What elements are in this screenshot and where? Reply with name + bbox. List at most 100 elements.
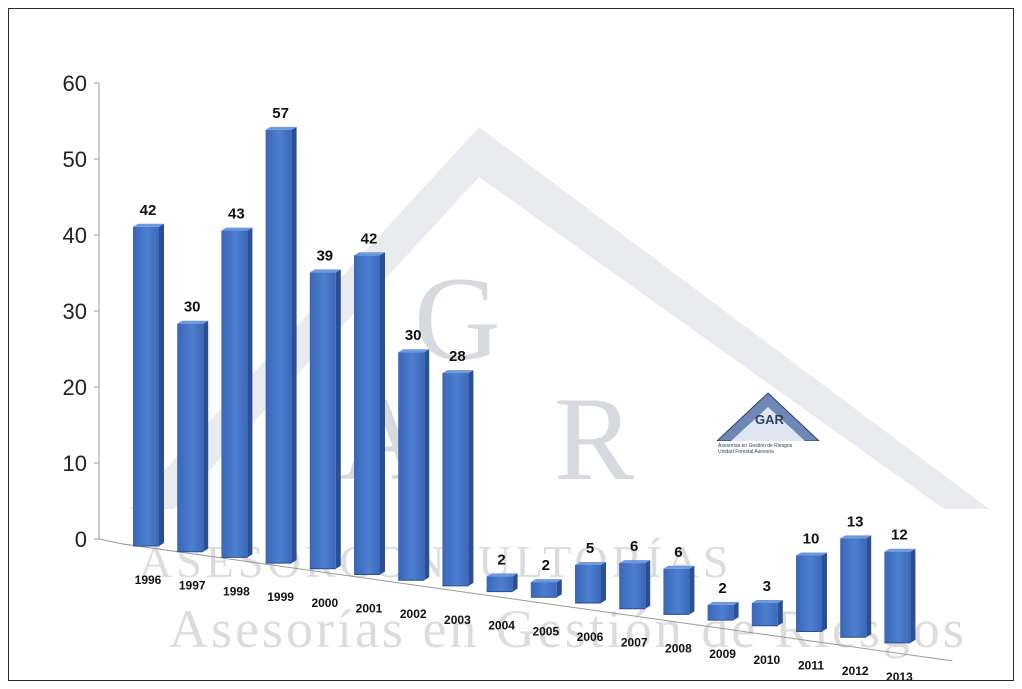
bar-side <box>512 573 518 592</box>
data-label: 3 <box>763 578 771 595</box>
axes <box>94 82 953 662</box>
x-tick-label: 2002 <box>400 607 427 621</box>
data-label: 57 <box>272 105 289 122</box>
x-tick-label: 2013 <box>886 670 913 680</box>
data-label: 5 <box>586 540 594 557</box>
bar-front <box>486 576 513 592</box>
bar-side <box>601 562 606 603</box>
logo-line-2: Unidad Forestal Asesoria <box>718 449 774 455</box>
y-tick-label: 60 <box>63 71 87 96</box>
y-tick-label: 0 <box>75 527 87 552</box>
data-label: 2 <box>542 557 550 574</box>
bar-front <box>619 563 646 609</box>
x-tick-label: 1997 <box>179 579 206 593</box>
bar <box>575 562 606 604</box>
data-label: 39 <box>316 247 333 264</box>
bar-top <box>309 269 341 273</box>
bar-front <box>840 538 867 638</box>
y-tick-label: 20 <box>63 375 87 400</box>
bar-side <box>335 269 341 569</box>
bar-side <box>777 600 783 626</box>
bar <box>486 573 518 593</box>
bar-top <box>575 562 606 565</box>
x-tick-label: 1998 <box>223 584 250 598</box>
bar <box>751 600 783 627</box>
x-tick-label: 2011 <box>798 659 824 673</box>
bar-top <box>265 126 297 130</box>
company-logo: GAR Asesorías en Gestión de Riesgos Unid… <box>715 392 821 455</box>
bar-top <box>486 573 518 577</box>
data-label: 42 <box>361 230 378 247</box>
x-tick-label: 2000 <box>311 596 338 610</box>
bar-front <box>575 565 601 603</box>
x-tick-label: 2008 <box>665 641 692 655</box>
data-label: 28 <box>449 348 466 365</box>
bar-top <box>177 320 209 324</box>
bar-front <box>265 129 292 564</box>
bar <box>354 252 385 575</box>
bar <box>309 269 341 570</box>
data-label: 13 <box>847 513 864 530</box>
bars <box>133 126 916 644</box>
bar-side <box>645 560 651 609</box>
x-tick-label: 2004 <box>488 619 515 633</box>
x-tick-label: 2001 <box>356 602 383 616</box>
floor-line <box>122 543 953 662</box>
y-tick-label: 50 <box>63 147 87 172</box>
x-tick-label: 2006 <box>577 630 604 644</box>
data-label: 6 <box>674 544 682 561</box>
bar-top <box>663 565 695 569</box>
bar <box>133 223 164 547</box>
bar-front <box>751 603 778 626</box>
bar-top <box>796 552 827 556</box>
bar-side <box>159 223 164 547</box>
bar-side <box>733 601 739 621</box>
bar <box>265 126 297 564</box>
bar <box>398 349 430 581</box>
data-label: 43 <box>228 206 245 223</box>
watermark-roof-shape <box>129 127 989 509</box>
bar-side <box>424 349 430 581</box>
bar-top <box>707 601 739 605</box>
bar-top <box>354 252 385 256</box>
x-tick-label: 2003 <box>444 613 471 627</box>
x-tick-label: 2005 <box>532 624 559 638</box>
bar <box>530 579 562 598</box>
bar-top <box>884 548 916 552</box>
bar <box>707 601 739 621</box>
logo-text-panel <box>715 441 821 455</box>
bar-side <box>291 126 297 564</box>
bar-side <box>247 227 253 558</box>
bar-top <box>751 600 783 603</box>
bar-top <box>442 370 474 374</box>
bar <box>619 560 651 610</box>
x-tick-label: 2007 <box>621 636 648 650</box>
bar-side <box>468 370 474 586</box>
bar-chart: G A R ASESORCONSULTORÍAS Asesorías en Ge… <box>63 71 989 684</box>
bar-top <box>133 223 164 227</box>
data-label: 12 <box>891 527 908 544</box>
x-tick-label: 2009 <box>709 647 736 661</box>
watermark-logo-r: R <box>554 372 634 505</box>
data-label: 42 <box>140 202 157 219</box>
y-tick-label: 10 <box>63 451 87 476</box>
y-tick-labels: 0 10 20 30 40 50 60 <box>63 71 87 552</box>
floor-corner-line <box>98 538 124 545</box>
bar-top <box>398 349 430 353</box>
bar <box>177 320 209 553</box>
y-tick-label: 30 <box>63 299 87 324</box>
bar-side <box>689 565 695 615</box>
data-labels: 42 30 43 57 39 42 30 28 2 2 5 6 6 2 3 10 13 12 <box>140 105 908 597</box>
bar-front <box>398 352 425 581</box>
bar <box>442 370 474 587</box>
x-tick-label: 2010 <box>753 653 780 667</box>
bar-top <box>530 579 562 583</box>
x-tick-label: 2012 <box>842 664 869 678</box>
x-tick-label: 1999 <box>267 590 294 604</box>
chart-frame: G A R ASESORCONSULTORÍAS Asesorías en Ge… <box>8 8 1014 684</box>
watermark-asesorias: Asesorías en Gestión de Riesgos <box>169 599 967 659</box>
bar-front <box>133 226 159 547</box>
bar-top <box>840 535 872 539</box>
bar-front <box>442 373 469 586</box>
bar-top <box>619 560 651 564</box>
